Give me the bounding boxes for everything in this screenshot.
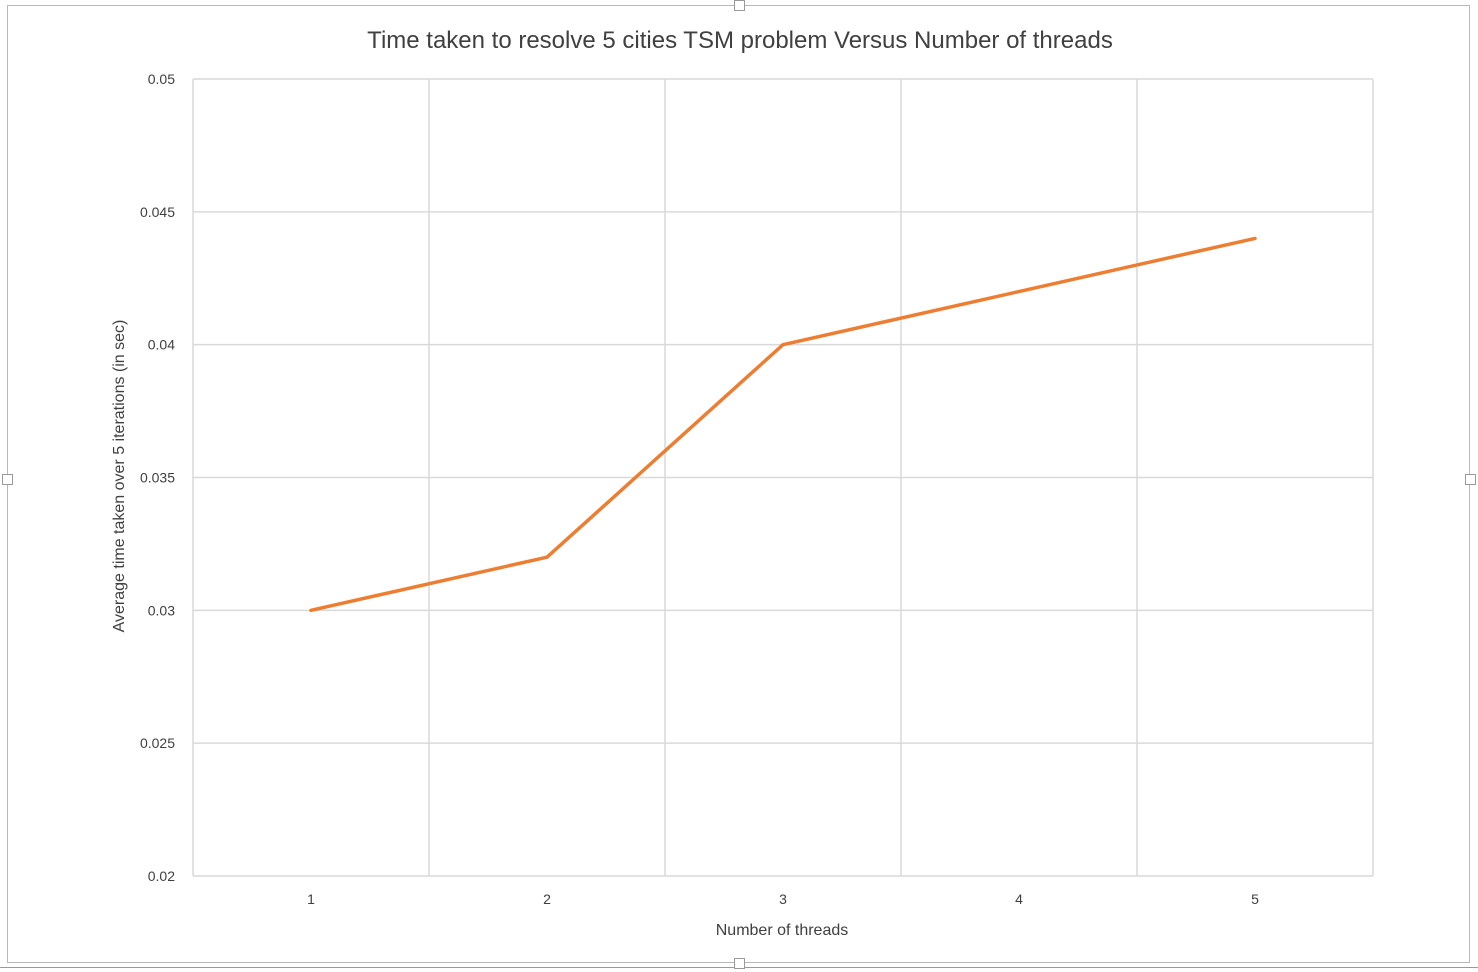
y-tick-label: 0.03: [148, 602, 175, 618]
series-line: [309, 236, 1257, 613]
x-tick-label: 4: [1015, 891, 1023, 907]
y-tick-label: 0.025: [140, 735, 175, 751]
resize-handle-top[interactable]: [734, 0, 745, 11]
chart-frame: [7, 5, 1470, 963]
grid-lines: [192, 78, 1374, 877]
y-tick-label: 0.02: [148, 868, 175, 884]
x-tick-label: 3: [779, 891, 787, 907]
y-tick-label: 0.045: [140, 204, 175, 220]
x-tick-label: 1: [307, 891, 315, 907]
x-tick-label: 5: [1251, 891, 1259, 907]
resize-handle-right[interactable]: [1465, 474, 1476, 485]
x-tick-labels: 1 2 3 4 5: [307, 891, 1259, 907]
series-layer: [309, 236, 1257, 613]
x-axis-label: Number of threads: [716, 922, 849, 939]
y-tick-label: 0.05: [148, 71, 175, 87]
y-tick-label: 0.04: [148, 337, 175, 353]
resize-handle-bottom[interactable]: [734, 958, 745, 969]
y-axis-label: Average time taken over 5 iterations (in…: [111, 320, 128, 633]
chart-title: Time taken to resolve 5 cities TSM probl…: [367, 27, 1113, 54]
y-tick-labels: 0.02 0.025 0.03 0.035 0.04 0.045 0.05: [140, 71, 175, 884]
x-tick-label: 2: [543, 891, 551, 907]
resize-handle-left[interactable]: [2, 474, 13, 485]
y-tick-label: 0.035: [140, 470, 175, 486]
